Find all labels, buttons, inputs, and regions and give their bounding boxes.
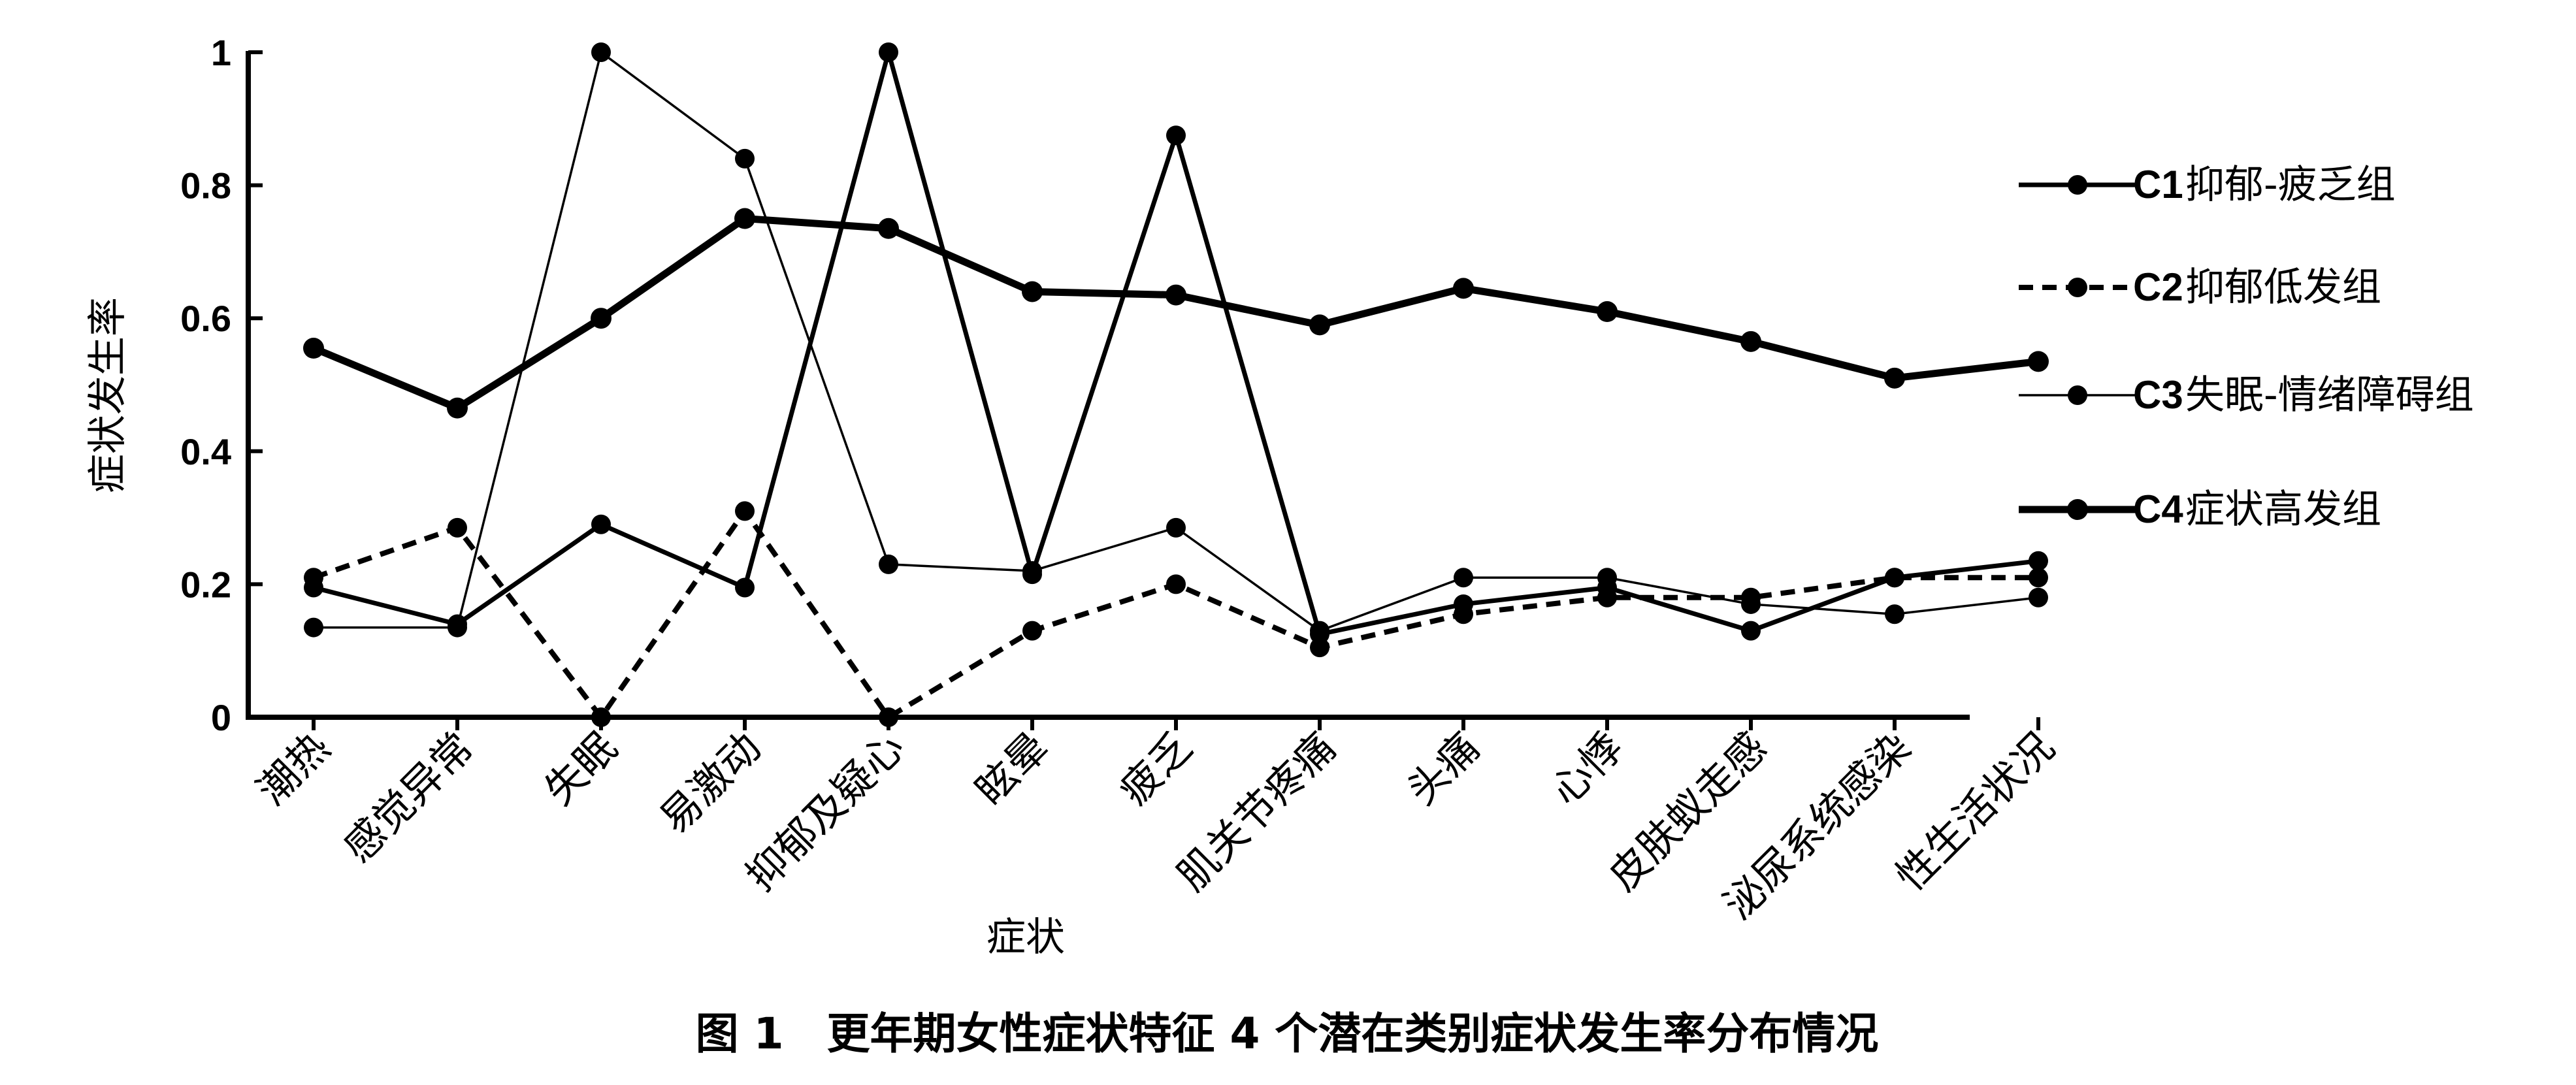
- data-point: [591, 42, 611, 62]
- data-point: [303, 338, 324, 359]
- data-point: [1022, 621, 1042, 641]
- y-tick-label: 1: [211, 32, 231, 73]
- data-point: [1310, 621, 1329, 641]
- legend-label: 症状高发组: [2185, 487, 2381, 532]
- data-point: [591, 308, 611, 329]
- series-line-c4: [312, 215, 2039, 412]
- data-point: [1166, 574, 1186, 594]
- y-tick-label: 0.8: [180, 165, 231, 206]
- y-axis-title: 症状发生率: [85, 297, 131, 493]
- data-point: [447, 397, 468, 419]
- legend-code: C1: [2133, 163, 2183, 206]
- series-c3: [304, 42, 2048, 641]
- legend-marker: [2068, 385, 2087, 405]
- legend-label: 失眠-情绪障碍组: [2185, 372, 2474, 418]
- data-point: [1741, 621, 1761, 641]
- data-point: [1885, 604, 1904, 624]
- data-point: [1740, 331, 1761, 352]
- x-tick-label: 疲乏: [1110, 723, 1201, 814]
- chart-caption: 图 1 更年期女性症状特征 4 个潜在类别症状发生率分布情况: [696, 1009, 1879, 1059]
- x-tick-label: 潮热: [248, 723, 338, 814]
- data-point: [879, 554, 898, 574]
- x-tick-label: 失眠: [535, 723, 626, 814]
- data-point: [2029, 568, 2048, 588]
- legend-label: 抑郁-疲乏组: [2185, 162, 2396, 208]
- data-point: [878, 218, 899, 239]
- data-point: [1885, 568, 1904, 588]
- data-point: [2028, 351, 2049, 372]
- data-point: [734, 208, 755, 229]
- legend-item-c4: C4 症状高发组: [2019, 487, 2381, 532]
- data-point: [448, 517, 467, 538]
- data-point: [1454, 604, 1473, 624]
- data-point: [1597, 587, 1617, 607]
- data-point: [2029, 551, 2048, 571]
- legend-code: C3: [2133, 373, 2183, 417]
- data-point: [304, 617, 323, 638]
- series-c4: [303, 208, 2049, 419]
- x-tick-label: 性生活状况: [1887, 723, 2064, 900]
- legend-item-c2: C2 抑郁低发组: [2019, 265, 2381, 310]
- data-point: [1597, 568, 1617, 588]
- y-tick-label: 0.2: [180, 564, 231, 605]
- y-tick-label: 0: [211, 697, 231, 738]
- data-point: [591, 707, 611, 727]
- data-point: [735, 501, 755, 521]
- x-tick-label: 抑郁及疑心: [737, 723, 914, 900]
- x-tick-label: 感觉异常: [334, 723, 483, 871]
- data-point: [2029, 587, 2048, 607]
- data-point: [879, 707, 898, 727]
- x-axis-title: 症状: [986, 915, 1065, 960]
- x-tick-label: 心悸: [1541, 723, 1632, 814]
- data-point: [1022, 561, 1042, 581]
- data-point: [1884, 367, 1905, 389]
- data-point: [1454, 568, 1473, 588]
- legend-marker: [2068, 175, 2087, 195]
- legend-code: C4: [2133, 487, 2183, 531]
- legend-label: 抑郁低发组: [2185, 265, 2381, 310]
- legend-marker: [2068, 278, 2087, 297]
- data-point: [591, 514, 611, 534]
- data-point: [1166, 125, 1186, 146]
- y-tick-label: 0.4: [180, 431, 231, 472]
- data-point: [1022, 281, 1043, 302]
- series-lines: [303, 42, 2049, 727]
- x-tick-label: 易激动: [650, 723, 770, 843]
- data-point: [1166, 284, 1186, 306]
- data-point: [1309, 314, 1330, 336]
- y-tick-label: 0.6: [180, 298, 231, 339]
- data-point: [735, 148, 755, 169]
- data-point: [735, 577, 755, 598]
- axes: [246, 51, 1970, 720]
- legend: C1 抑郁-疲乏组 C2 抑郁低发组 C3 失眠-情绪障碍组 C4 症状高发组: [2019, 162, 2474, 532]
- x-tick-label: 肌关节疼痛: [1168, 723, 1345, 900]
- x-tick-label: 眩晕: [966, 723, 1057, 814]
- data-point: [879, 42, 898, 62]
- data-point: [1310, 638, 1329, 658]
- x-tick-label: 头痛: [1397, 723, 1488, 814]
- data-point: [448, 617, 467, 638]
- data-point: [1597, 301, 1618, 323]
- legend-item-c3: C3 失眠-情绪障碍组: [2019, 372, 2474, 418]
- data-point: [1741, 594, 1761, 614]
- legend-code: C2: [2133, 265, 2183, 309]
- y-axis-ticks: 0 0.2 0.4 0.6 0.8 1: [180, 32, 263, 738]
- data-point: [1453, 278, 1474, 299]
- data-point: [304, 568, 323, 588]
- data-point: [1166, 517, 1186, 538]
- legend-marker: [2067, 499, 2088, 520]
- series-c2: [304, 501, 2048, 727]
- legend-item-c1: C1 抑郁-疲乏组: [2019, 162, 2396, 208]
